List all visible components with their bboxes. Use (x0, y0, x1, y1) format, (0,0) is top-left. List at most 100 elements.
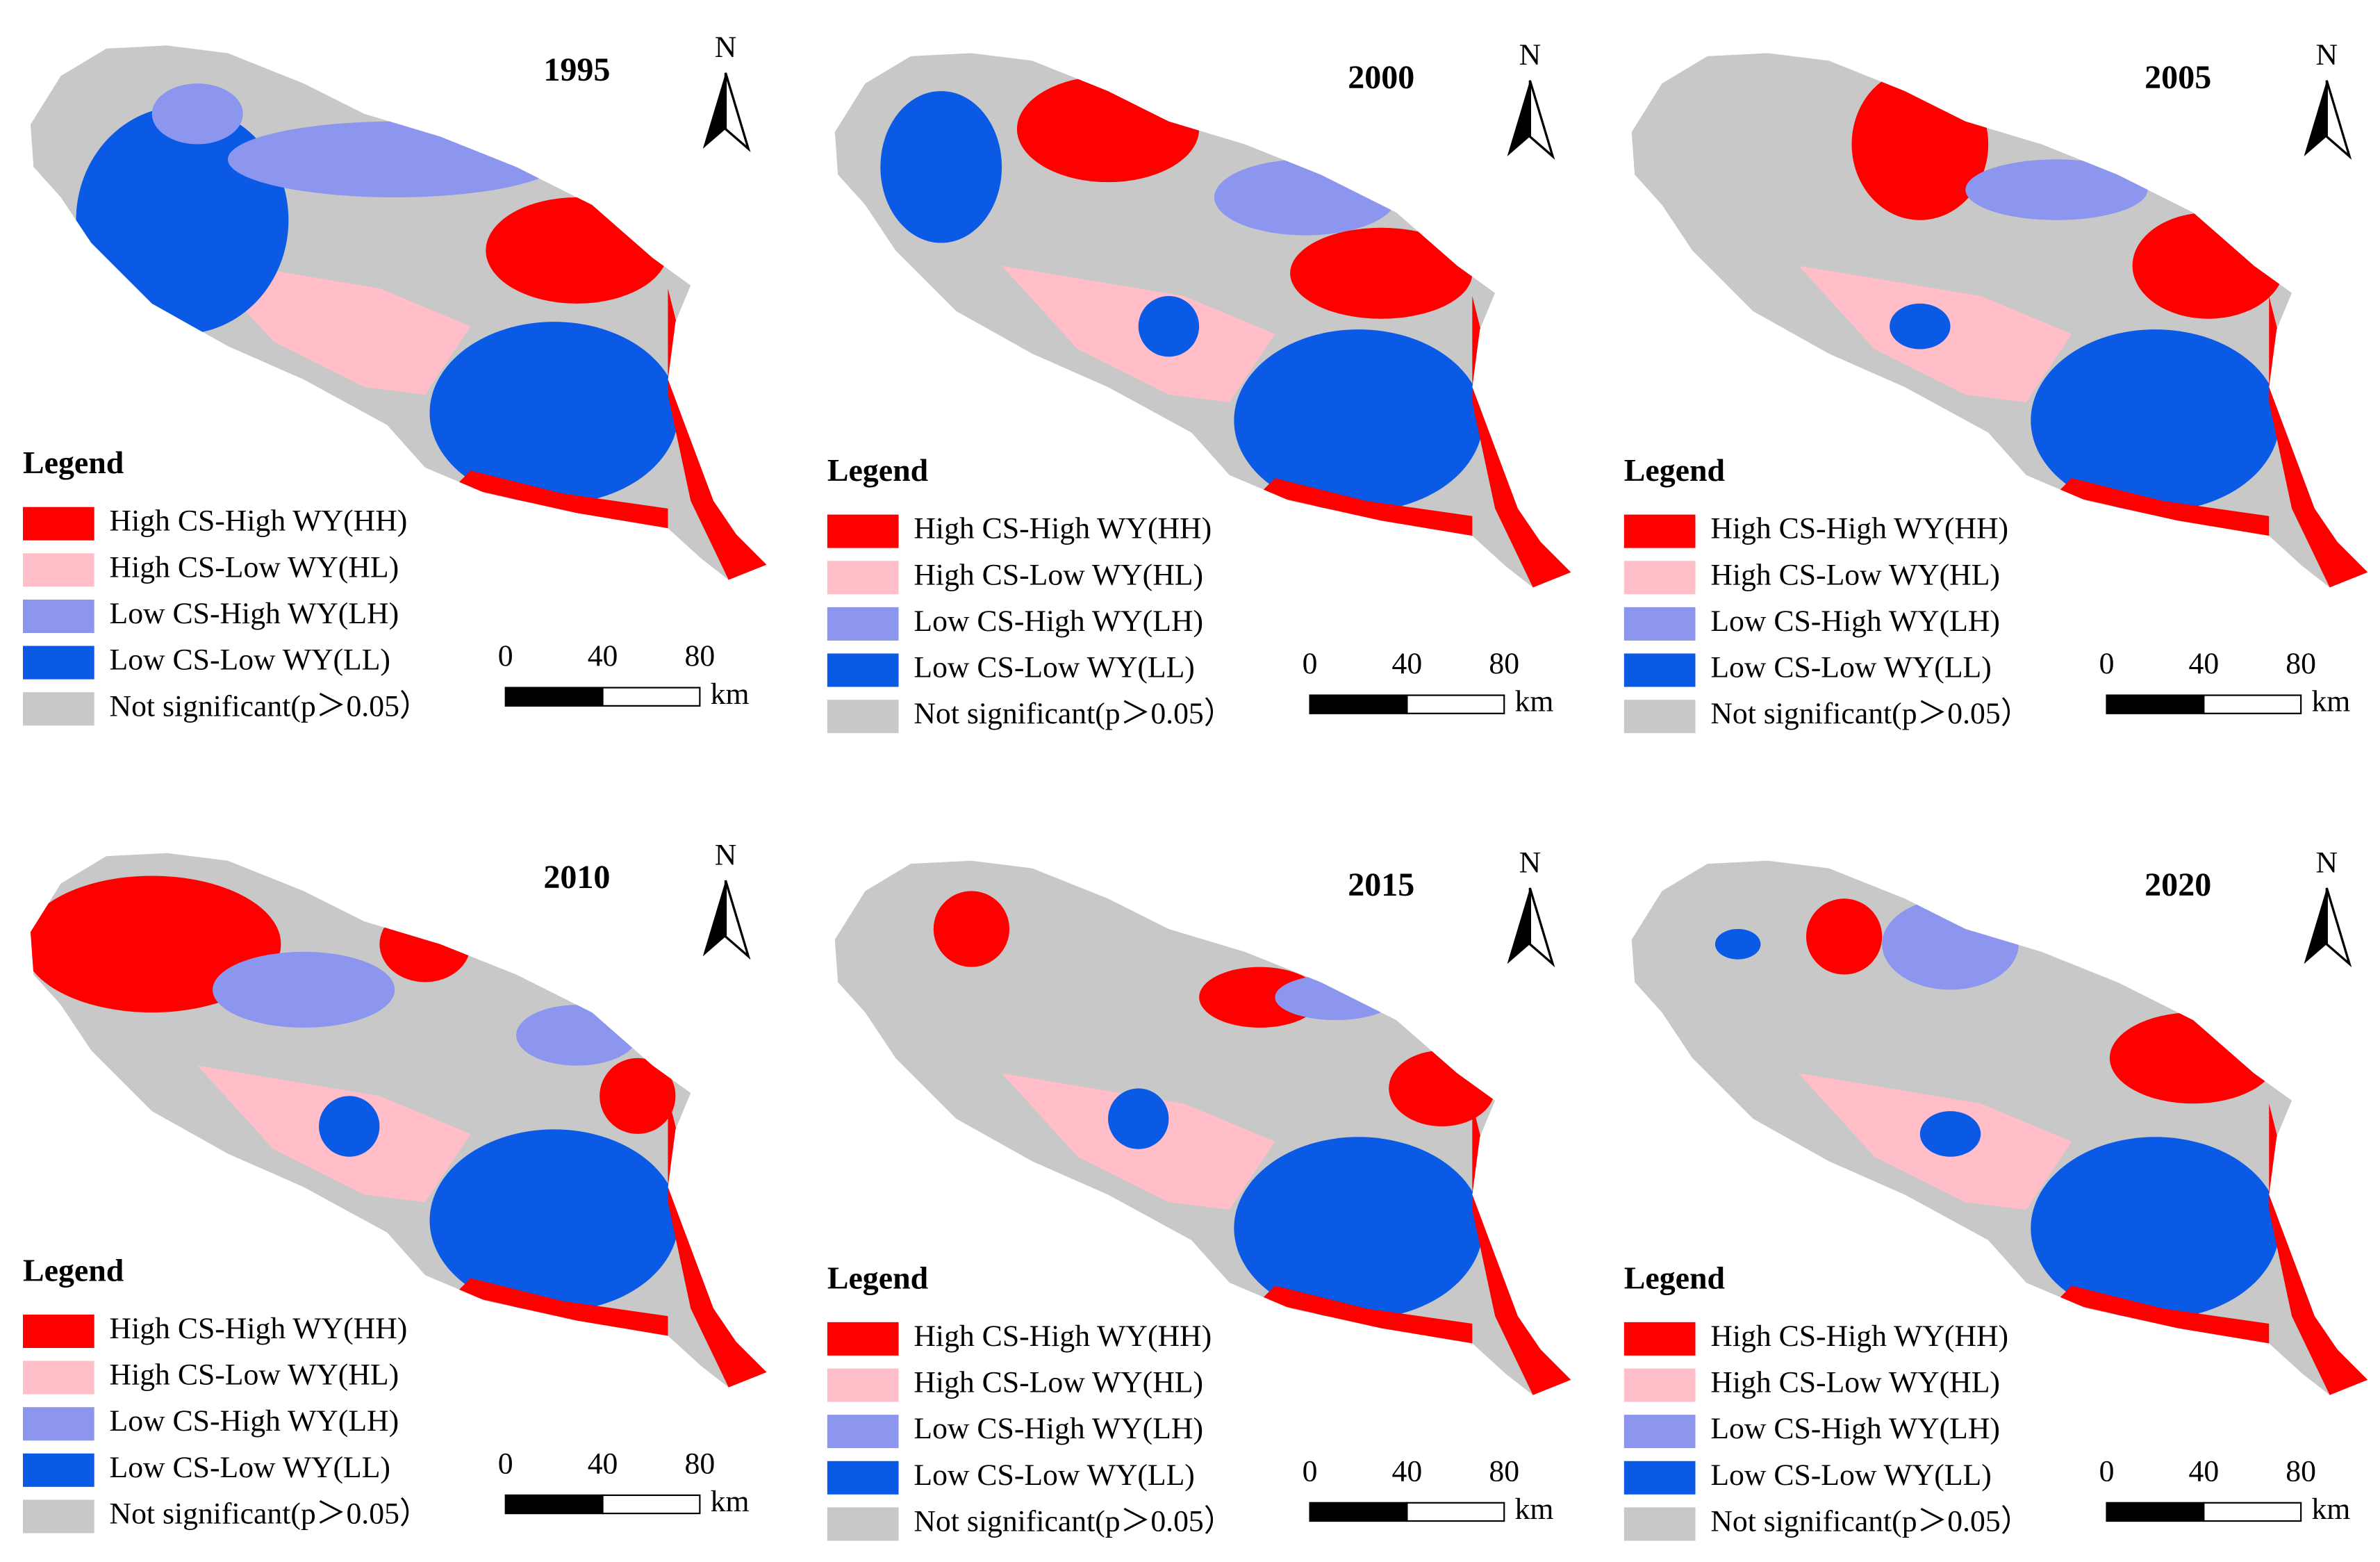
map-zone (1138, 296, 1200, 357)
legend-label: Low CS-High WY(LH) (914, 605, 1203, 638)
scale-bar (2203, 1502, 2302, 1522)
map-zone (197, 258, 471, 395)
legend-swatch (827, 1507, 899, 1541)
legend-label: Low CS-High WY(LH) (1710, 605, 2000, 638)
map-zone (1259, 478, 1473, 536)
legend-swatch (1623, 653, 1696, 687)
legend-swatch (23, 553, 94, 587)
map-zone (1234, 1137, 1483, 1320)
legend-title: Legend (23, 445, 124, 480)
legend-swatch (827, 700, 899, 734)
legend-label: Low CS-Low WY(LL) (1710, 1458, 1991, 1492)
legend-label: High CS-Low WY(HL) (110, 1358, 399, 1392)
map-zone (2056, 478, 2270, 536)
map-zone (1108, 1088, 1169, 1149)
scale-label: 0 (498, 639, 513, 673)
legend-swatch (827, 1461, 899, 1495)
map-zone (1259, 1285, 1473, 1344)
map-zone (486, 197, 668, 304)
legend-label: Low CS-Low WY(LL) (914, 1458, 1194, 1492)
legend-label: Low CS-High WY(LH) (1710, 1412, 2000, 1445)
north-arrow (1507, 80, 1530, 157)
map-zone (429, 1129, 679, 1312)
legend-label: Not significant(p＞0.05） (914, 697, 1234, 730)
map-zone (319, 1096, 380, 1157)
panel-year: 2010 (543, 859, 610, 896)
legend-swatch (23, 1314, 94, 1348)
legend-title: Legend (1624, 452, 1725, 488)
map-zone (880, 91, 1002, 243)
map-zone (213, 951, 395, 1028)
legend-swatch (23, 507, 94, 541)
legend-swatch (23, 692, 94, 726)
north-arrow (702, 72, 726, 149)
legend-label: Low CS-Low WY(LL) (110, 1451, 390, 1484)
legend-label: High CS-High WY(HH) (1710, 1320, 2008, 1353)
map-zone (429, 322, 679, 504)
panel-year: 1995 (543, 51, 610, 88)
north-arrow (1528, 887, 1555, 968)
scale-bar (504, 1494, 604, 1515)
north-label: N (715, 31, 737, 64)
panel-year: 2015 (1348, 866, 1414, 903)
legend-title: Legend (1624, 1260, 1725, 1295)
legend-swatch (1623, 1368, 1696, 1402)
map-zone (2132, 212, 2285, 319)
legend-label: Not significant(p＞0.05） (914, 1504, 1234, 1538)
panel-year: 2000 (1348, 59, 1414, 96)
north-arrow (2325, 80, 2352, 160)
map-panel: 2020 N Legend High CS-High WY(HH) High CS-Lo… (1623, 846, 2368, 1541)
legend-label: High CS-Low WY(HL) (1710, 1366, 2000, 1399)
scale-label: 0 (2099, 1454, 2115, 1488)
map-zone (933, 891, 1010, 967)
map-zone (30, 875, 281, 1013)
map-zone (1214, 159, 1397, 236)
map-zone (1016, 76, 1200, 183)
legend-swatch (827, 1415, 899, 1449)
scale-bar (2203, 694, 2302, 714)
legend-swatch (23, 1360, 94, 1395)
map-panel: 1995 N Legend High CS-High WY(HH) High CS-Lo… (23, 31, 767, 726)
map-zone (1275, 974, 1397, 1021)
scale-label: 80 (2286, 1454, 2316, 1488)
north-arrow (1507, 888, 1530, 964)
north-arrow (2304, 888, 2327, 964)
legend-label: Low CS-Low WY(LL) (914, 651, 1194, 684)
scale-bar (602, 687, 701, 707)
legend-label: Low CS-High WY(LH) (914, 1412, 1203, 1445)
north-label: N (715, 838, 737, 871)
scale-bar (1309, 694, 1408, 714)
legend-label: High CS-Low WY(HL) (914, 1366, 1203, 1399)
scale-label: 40 (1392, 1454, 1423, 1488)
scale-label: 80 (1489, 647, 1519, 680)
north-label: N (1519, 846, 1542, 879)
legend-swatch (23, 599, 94, 633)
legend-swatch (827, 653, 899, 687)
north-arrow (2325, 887, 2352, 968)
scale-label: 80 (2286, 647, 2316, 680)
legend-swatch (1623, 1461, 1696, 1495)
legend-label: Low CS-High WY(LH) (110, 1404, 399, 1438)
map-zone (1882, 898, 2019, 990)
map-panel: 2000 N Legend High CS-High WY(HH) High CS-Lo… (827, 38, 1571, 734)
scale-unit: km (1515, 685, 1554, 718)
legend-label: High CS-High WY(HH) (914, 512, 1212, 545)
legend-title: Legend (827, 452, 928, 488)
legend-swatch (23, 1499, 94, 1534)
legend-swatch (23, 1407, 94, 1441)
panel-year: 2005 (2145, 59, 2211, 96)
map-zone (2031, 1137, 2280, 1320)
scale-unit: km (2311, 685, 2350, 718)
map-zone (2031, 329, 2280, 512)
map-zone (1965, 159, 2148, 220)
north-arrow (724, 880, 751, 960)
map-zone (455, 1278, 668, 1336)
map-zone (1389, 1050, 1496, 1127)
map-zone (1851, 68, 1989, 220)
map-zone (2109, 1012, 2277, 1104)
legend-swatch (827, 514, 899, 548)
scale-unit: km (711, 677, 750, 711)
legend-swatch (1623, 514, 1696, 548)
map-zone (1199, 967, 1321, 1028)
